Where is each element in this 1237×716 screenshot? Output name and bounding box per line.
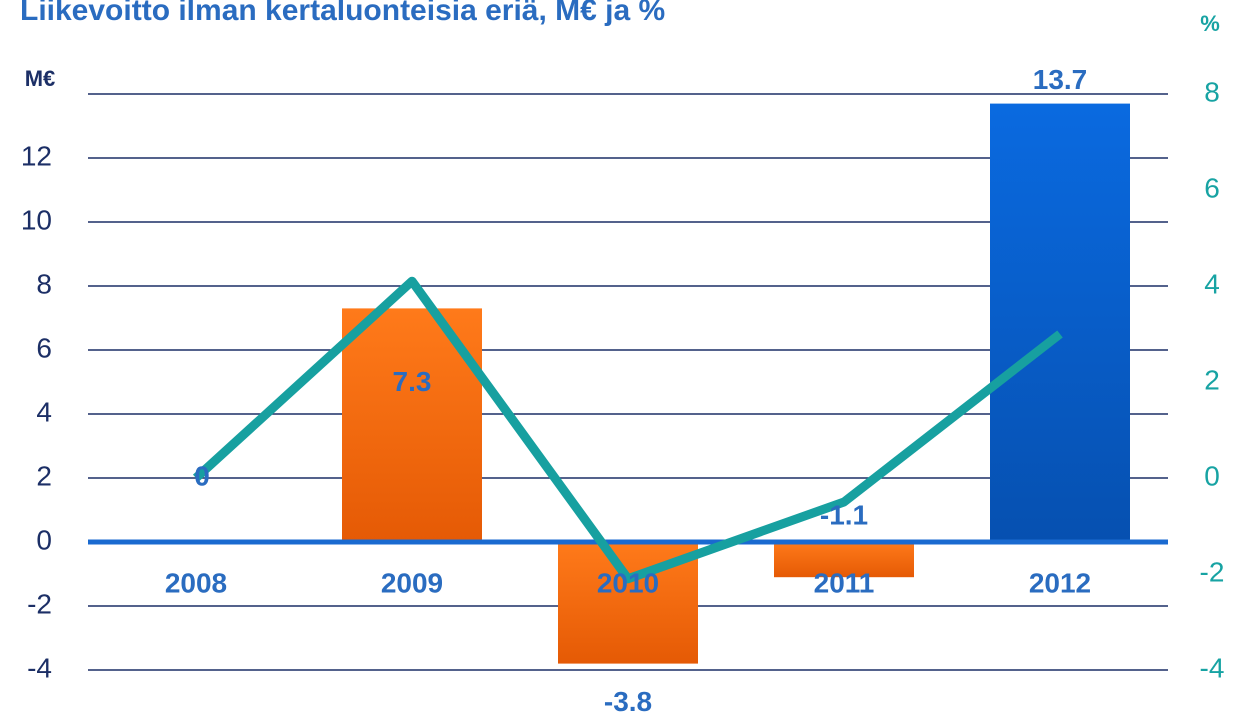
y-tick-label: 8 xyxy=(36,268,52,299)
y2-tick-label: 0 xyxy=(1204,460,1220,491)
data-label: -1.1 xyxy=(820,500,868,531)
y-tick-label: 2 xyxy=(36,460,52,491)
data-label: 7.3 xyxy=(393,366,432,397)
y2-tick-label: -2 xyxy=(1200,556,1225,587)
y2-tick-label: 8 xyxy=(1204,76,1220,107)
bar xyxy=(990,103,1130,542)
y2-axis-label: % xyxy=(1200,11,1220,36)
y2-tick-label: 2 xyxy=(1204,364,1220,395)
y-tick-label: 12 xyxy=(21,140,52,171)
x-tick-label: 2008 xyxy=(165,567,227,598)
x-tick-label: 2011 xyxy=(814,567,875,598)
y-tick-label: -2 xyxy=(27,588,52,619)
y-tick-label: 4 xyxy=(36,396,52,427)
data-label: 13.7 xyxy=(1033,64,1088,95)
x-tick-label: 2009 xyxy=(381,567,443,598)
y-tick-label: 6 xyxy=(36,332,52,363)
y-axis-label: M€ xyxy=(25,66,56,91)
data-label: -3.8 xyxy=(604,686,652,716)
bar xyxy=(774,542,914,578)
y-tick-label: -4 xyxy=(27,652,52,683)
line xyxy=(192,276,1063,584)
x-tick-label: 2012 xyxy=(1029,567,1091,598)
x-tick-label: 2010 xyxy=(597,567,659,598)
y2-tick-label: -4 xyxy=(1200,652,1225,683)
y-tick-label: 0 xyxy=(36,524,52,555)
y2-tick-label: 6 xyxy=(1204,172,1220,203)
y-tick-label: 10 xyxy=(21,204,52,235)
y2-tick-label: 4 xyxy=(1204,268,1220,299)
chart-title: Liikevoitto ilman kertaluonteisia eriä, … xyxy=(20,0,665,27)
data-label: 0 xyxy=(194,460,210,491)
